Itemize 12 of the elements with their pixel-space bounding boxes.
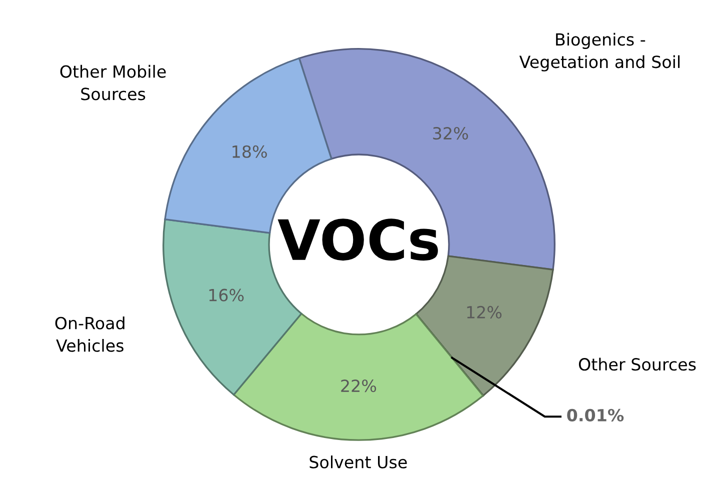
slice-label: Other Mobile Sources: [60, 64, 166, 100]
data-label: 32%: [433, 127, 468, 140]
slice-label: Biogenics - Vegetation and Soil: [519, 32, 680, 72]
data-label: 18%: [232, 145, 267, 158]
data-label: 16%: [209, 288, 244, 302]
text: VOCs: [278, 218, 438, 261]
data-label: 12%: [467, 306, 502, 319]
slice-label: On-Road Vehicles: [55, 316, 124, 352]
data-label: 0.01%: [567, 408, 624, 422]
slice-label: Solvent Use: [310, 456, 407, 468]
slice-label: Other Sources: [578, 358, 696, 371]
data-label: 22%: [341, 380, 376, 392]
